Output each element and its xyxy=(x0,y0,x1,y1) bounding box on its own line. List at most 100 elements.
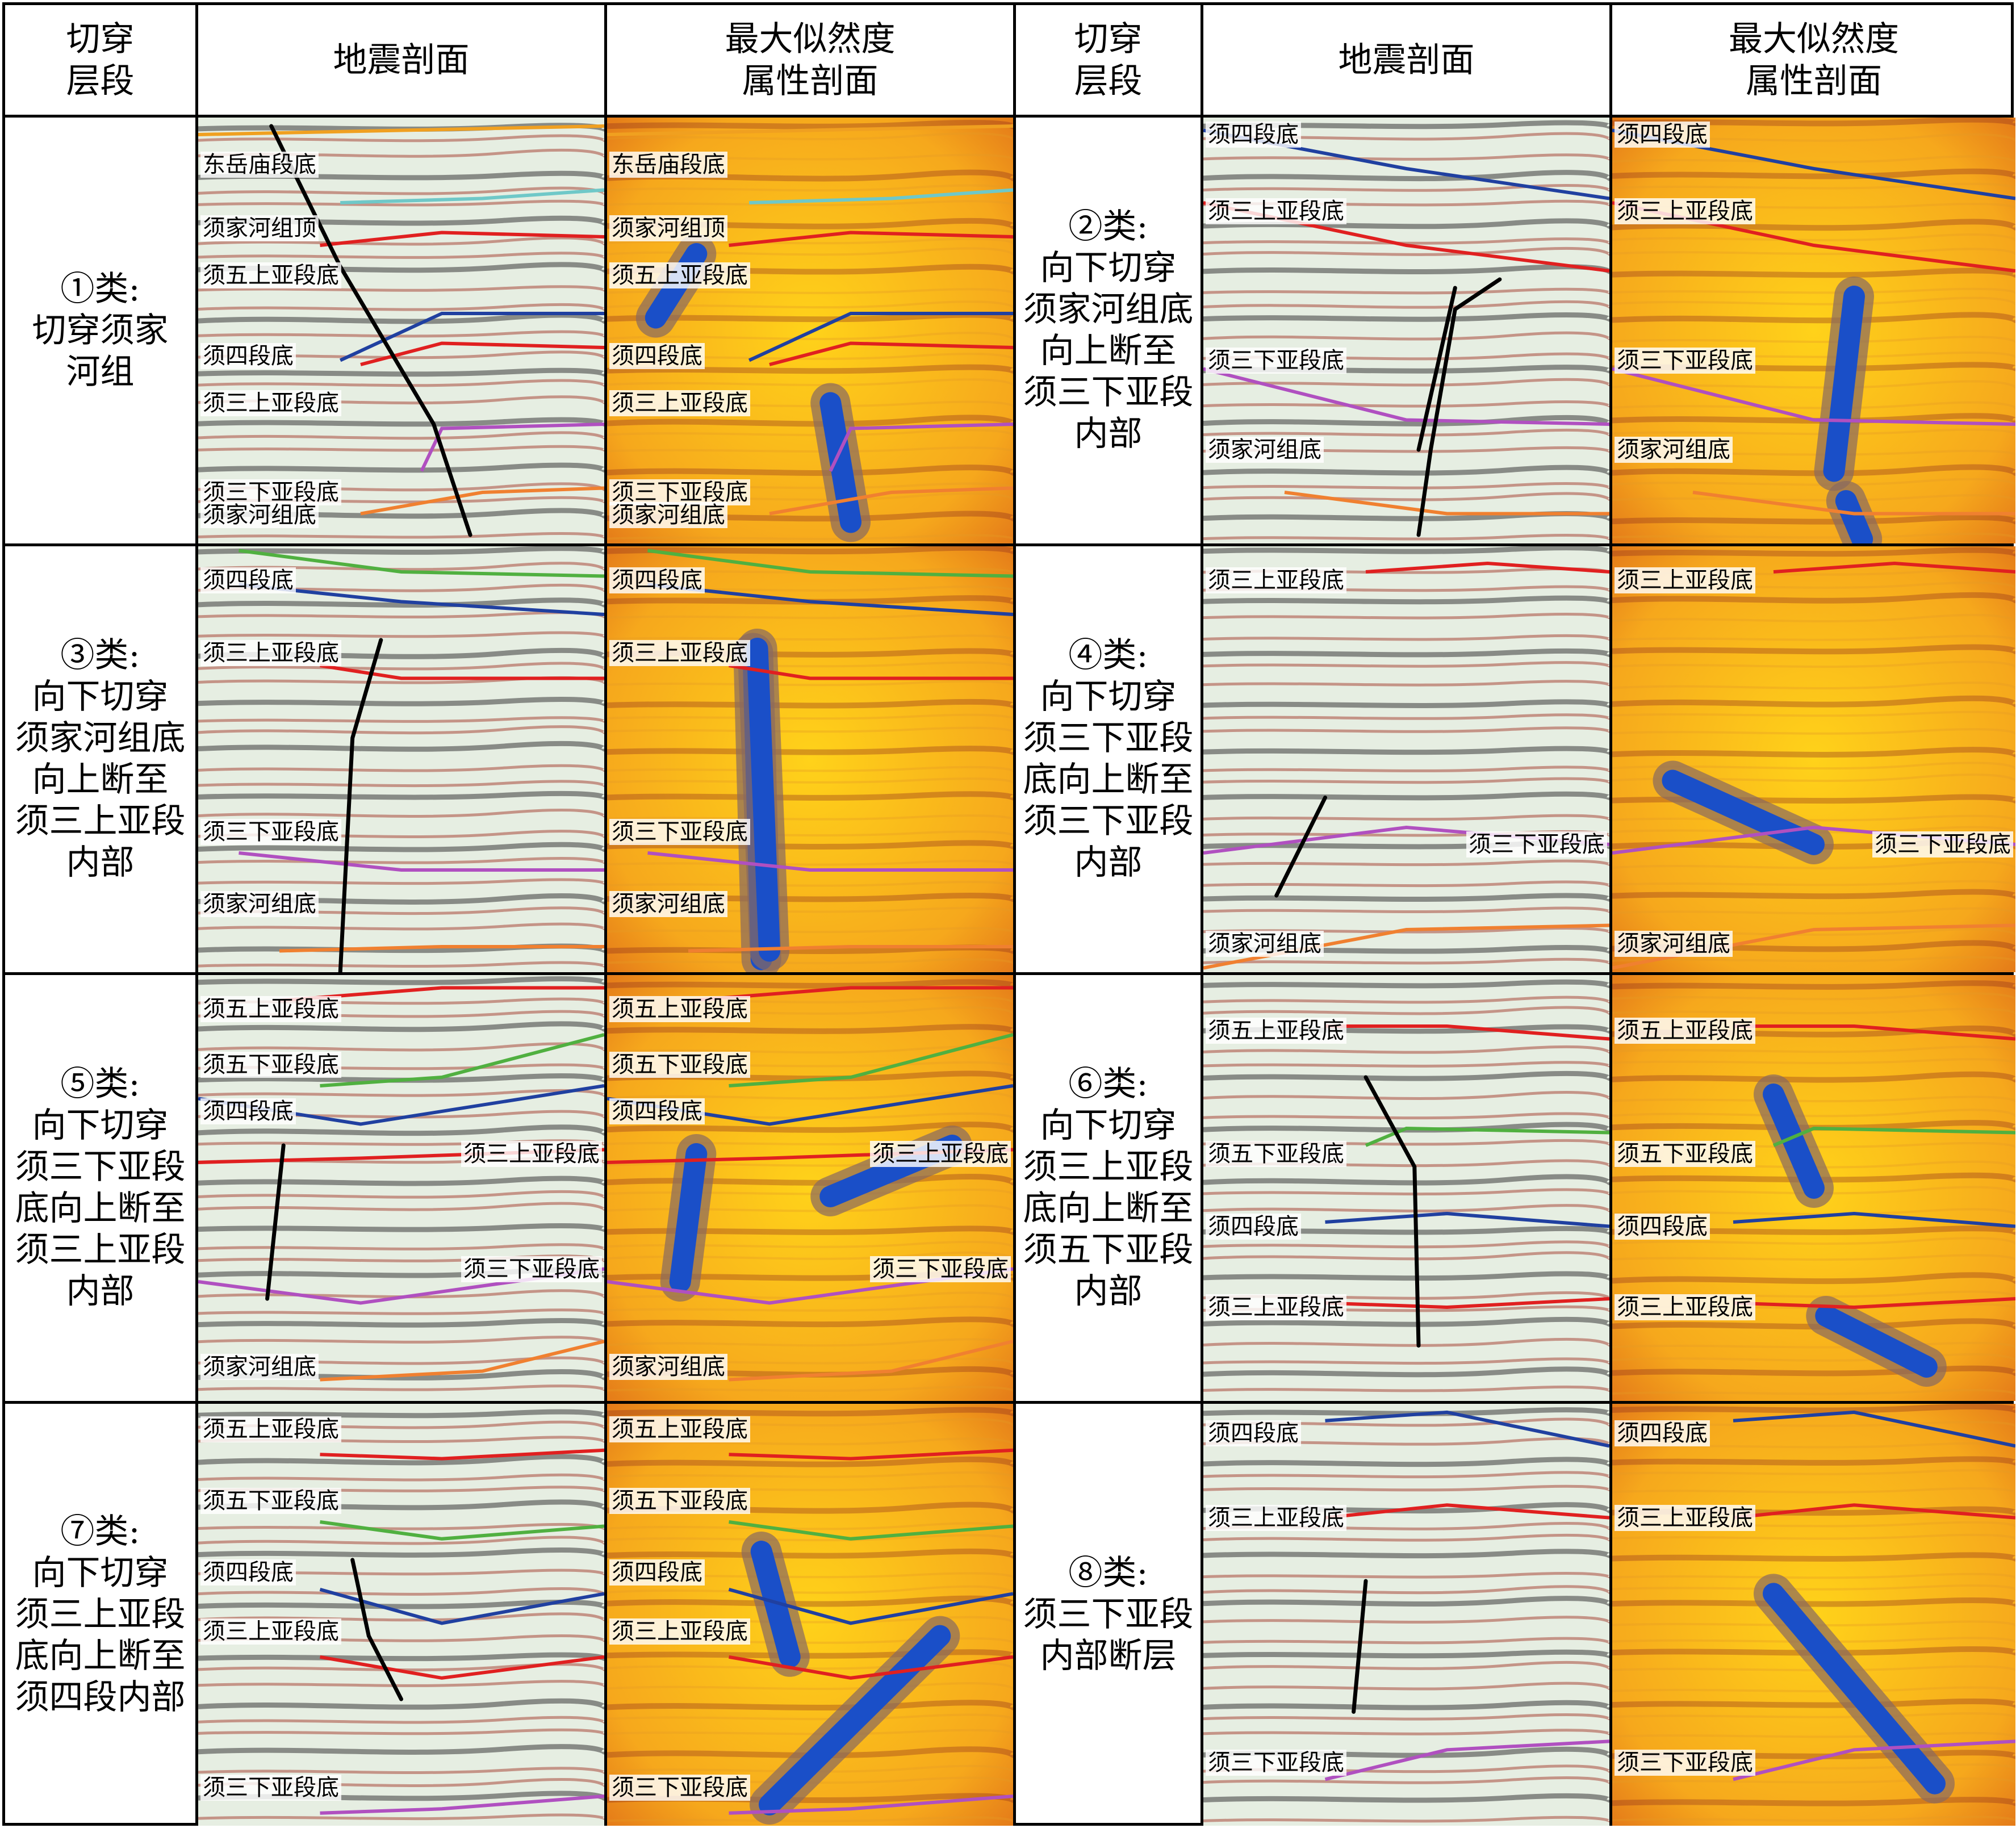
likelihood-texture-line xyxy=(607,1661,1013,1670)
horizon-line xyxy=(1733,1297,2015,1310)
horizon-label: 须四段底 xyxy=(1206,1213,1301,1240)
seismic-reflector xyxy=(198,1536,604,1545)
horizon-label: 须三上亚段底 xyxy=(1206,567,1346,593)
seismic-reflector xyxy=(1203,1357,1609,1365)
fault-anomaly xyxy=(669,1143,708,1292)
seismic-reflector xyxy=(1203,1700,1609,1710)
horizon-line xyxy=(320,1520,604,1541)
header-cut-layer-right: 切穿 层段 xyxy=(1074,19,1143,101)
horizon-line xyxy=(1365,1126,1609,1147)
horizon-label: 须三上亚段底 xyxy=(200,639,341,666)
seismic-reflector xyxy=(1203,634,1609,641)
horizon-line xyxy=(1612,367,2015,426)
likelihood-texture-line xyxy=(1612,980,2015,990)
likelihood-texture-line xyxy=(607,364,1013,374)
horizon-label: 须三上亚段底 xyxy=(1615,567,1755,593)
seismic-section-c4: 须三上亚段底 须三下亚段底 须家河组底 xyxy=(1203,546,1609,972)
class-label-c4: ④类: 向下切穿 须三下亚段 底向上断至 须三下亚段 内部 xyxy=(1023,635,1194,882)
class-label-c5: ⑤类: 向下切穿 须三下亚段 底向上断至 须三上亚段 内部 xyxy=(15,1064,186,1311)
horizon-line xyxy=(1733,1211,2015,1228)
seismic-reflector xyxy=(198,1042,604,1052)
horizon-line xyxy=(647,549,1013,578)
horizon-label: 须五下亚段底 xyxy=(200,1487,341,1514)
seismic-reflector xyxy=(198,1384,604,1391)
horizon-line xyxy=(1325,1024,1609,1041)
seismic-reflector xyxy=(1203,613,1609,620)
seismic-reflector xyxy=(198,1599,604,1609)
seismic-reflector xyxy=(1203,1572,1609,1579)
likelihood-texture-line xyxy=(607,378,1013,387)
seismic-reflector xyxy=(198,1243,604,1250)
horizon-line xyxy=(729,1340,1013,1382)
seismic-reflector xyxy=(1203,1070,1609,1081)
likelihood-texture-line xyxy=(607,765,1013,772)
likelihood-texture-line xyxy=(607,881,1013,887)
seismic-reflector xyxy=(198,1308,604,1315)
horizon-label: 须三上亚段底 xyxy=(461,1141,602,1167)
seismic-reflector xyxy=(198,1318,604,1328)
likelihood-texture-line xyxy=(1612,1058,2015,1064)
seismic-reflector xyxy=(1203,1251,1609,1261)
horizon-label: 须家河组底 xyxy=(1206,437,1324,463)
fault-anomaly xyxy=(1763,1084,1825,1199)
seismic-reflector xyxy=(198,330,604,338)
seismic-section-c6: 须五上亚段底 须五下亚段底 须四段底 须三上亚段底 xyxy=(1203,975,1609,1401)
seismic-reflector xyxy=(1203,595,1609,605)
seismic-reflector xyxy=(1203,492,1609,501)
likelihood-texture-line xyxy=(1612,710,2015,717)
likelihood-section-c3: 须四段底 须三上亚段底 须三下亚段底 须家河组底 xyxy=(607,546,1013,972)
fault-trace xyxy=(338,638,383,972)
seismic-reflector xyxy=(198,1073,604,1083)
seismic-reflector xyxy=(198,1767,604,1774)
horizon-line xyxy=(198,124,604,136)
seismic-reflector xyxy=(1203,1471,1609,1479)
seismic-reflector xyxy=(198,1089,604,1097)
seismic-reflector xyxy=(1203,1713,1609,1721)
horizon-line xyxy=(319,1655,604,1680)
horizon-line xyxy=(1203,367,1609,426)
horizon-line xyxy=(1773,561,2015,574)
horizon-label: 须五上亚段底 xyxy=(200,262,341,288)
horizon-label: 须家河组底 xyxy=(609,891,727,917)
likelihood-texture-line xyxy=(607,1045,1013,1054)
seismic-reflector xyxy=(198,1663,604,1672)
seismic-reflector xyxy=(1203,428,1609,437)
seismic-reflector xyxy=(1203,1484,1609,1492)
horizon-label: 须三上亚段底 xyxy=(870,1141,1011,1167)
grid-line xyxy=(5,1401,2011,1404)
likelihood-texture-line xyxy=(607,332,1013,341)
seismic-reflector xyxy=(1203,1816,1609,1823)
likelihood-texture-line xyxy=(1612,681,2015,690)
horizon-line xyxy=(1324,1739,1609,1781)
seismic-reflector xyxy=(198,417,604,427)
seismic-reflector xyxy=(1203,287,1609,295)
class-label-c2: ②类: 向下切穿 须家河组底 向上断至 须三下亚段 内部 xyxy=(1023,207,1194,454)
likelihood-texture-line xyxy=(1612,889,2015,900)
seismic-reflector xyxy=(1203,1793,1609,1803)
horizon-line xyxy=(1733,1503,2015,1520)
seismic-reflector xyxy=(198,1680,604,1687)
likelihood-texture-line xyxy=(1612,428,2015,436)
likelihood-texture-line xyxy=(607,1024,1013,1034)
horizon-line xyxy=(1733,1024,2015,1041)
likelihood-texture-line xyxy=(607,860,1013,866)
seismic-reflector xyxy=(1203,777,1609,784)
likelihood-texture-line xyxy=(1612,1254,2015,1261)
seismic-reflector xyxy=(1203,746,1609,755)
header-seismic-left: 地震剖面 xyxy=(333,40,470,80)
seismic-reflector xyxy=(1203,1366,1609,1378)
seismic-reflector xyxy=(198,1124,604,1136)
seismic-reflector xyxy=(198,1473,604,1482)
class-label-c6: ⑥类: 向下切穿 须三上亚段 底向上断至 须五下亚段 内部 xyxy=(1023,1064,1194,1311)
seismic-reflector xyxy=(198,809,604,818)
likelihood-texture-line xyxy=(1612,336,2015,344)
likelihood-texture-line xyxy=(607,840,1013,850)
horizon-label: 须三下亚段底 xyxy=(200,1775,341,1801)
seismic-reflector xyxy=(1203,1649,1609,1659)
seismic-reflector xyxy=(198,1336,604,1344)
likelihood-texture-line xyxy=(1612,267,2015,278)
fault-anomaly xyxy=(1763,1583,1946,1794)
seismic-reflector xyxy=(1203,765,1609,772)
horizon-label: 须三下亚段底 xyxy=(1466,831,1607,857)
likelihood-texture-line xyxy=(1612,1487,2015,1494)
